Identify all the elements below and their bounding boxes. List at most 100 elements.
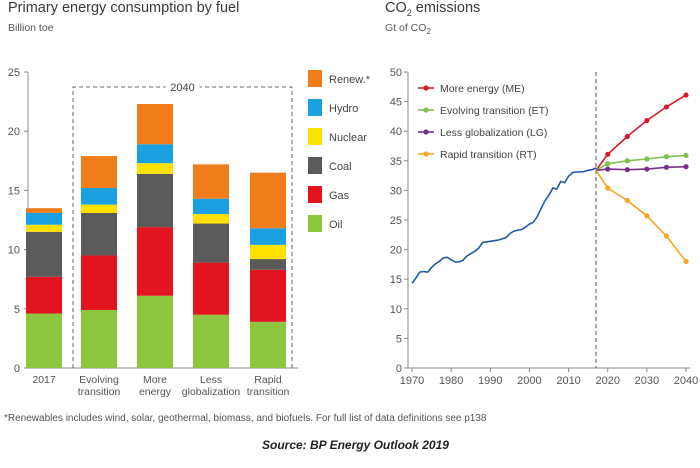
right-y-tick-label: 45 [390, 97, 402, 109]
bar-segment-renew [137, 103, 173, 145]
bracket-label-bg [165, 80, 200, 94]
right-y-tick-label: 10 [390, 304, 402, 316]
left-x-tick-label: Less [200, 374, 222, 386]
series-point-more-energy [624, 133, 630, 140]
right-x-tick-label: 2010 [556, 375, 580, 387]
left-x-tick-label: 2017 [32, 374, 56, 386]
co2-emissions-chart: 0 5 10 15 20 25 30 35 40 45 50 1970 1980 1990 2000 201… [390, 67, 698, 387]
bar-segment-nuclear [26, 224, 62, 232]
right-x-tick-label: 1970 [400, 375, 424, 387]
left-y-tick-label: 25 [8, 67, 20, 79]
right-x-tick-label: 2000 [517, 375, 541, 387]
left-chart-unit: Billion toe [8, 22, 54, 34]
bar-segment-nuclear [193, 214, 229, 224]
series-point-rapid-transition [624, 197, 630, 204]
left-y-tick-label: 5 [14, 304, 20, 316]
right-y-tick-label: 40 [390, 126, 402, 138]
series-point-rapid-transition [683, 258, 689, 265]
bar-segment-oil [26, 313, 62, 368]
right-title-subscript: 2 [406, 7, 412, 18]
bar-segment-hydro [250, 228, 286, 245]
right-chart-unit: Gt of CO2 [385, 22, 431, 36]
legend-label: Less globalization (LG) [440, 127, 547, 139]
right-x-tick-label: 2040 [674, 375, 698, 387]
series-point-more-energy [644, 117, 650, 124]
legend-label: More energy (ME) [440, 83, 525, 95]
bracket-label: 2040 [170, 82, 194, 94]
bar-segment-coal [250, 259, 286, 270]
bar-segment-gas [193, 262, 229, 315]
bar-segment-renew [250, 172, 286, 229]
right-x-tick-label: 2020 [595, 375, 619, 387]
bar-segment-gas [250, 269, 286, 322]
legend-swatch [308, 186, 322, 203]
bar-segment-oil [250, 321, 286, 368]
right-title-co: CO [385, 0, 407, 16]
legend-swatch [308, 99, 322, 116]
left-y-tick-label: 10 [8, 245, 20, 257]
bar-segment-oil [81, 309, 117, 368]
left-y-tick-label: 15 [8, 185, 20, 197]
bar-segment-hydro [26, 212, 62, 225]
right-y-tick-label: 0 [396, 363, 402, 375]
left-x-tick-label: transition [78, 386, 121, 398]
bar-segment-nuclear [137, 163, 173, 174]
legend-label: Hydro [329, 103, 358, 115]
series-line-historical [411, 167, 597, 284]
series-point-less-globalization [605, 166, 611, 172]
legend-label: Oil [329, 219, 342, 231]
right-unit-main: Gt of CO [385, 22, 427, 34]
bar-segment-hydro [81, 188, 117, 205]
left-x-tick-label: Rapid [254, 374, 282, 386]
series-point-less-globalization [624, 167, 630, 173]
bracket-dashed-frame [72, 86, 293, 368]
right-y-tick-label: 35 [390, 156, 402, 168]
source-credit: Source: BP Energy Outlook 2019 [262, 438, 449, 452]
series-point-evolving-transition [644, 156, 650, 162]
legend-label: Renew.* [329, 74, 371, 86]
series-point-less-globalization [663, 164, 670, 170]
bar-segment-coal [81, 212, 117, 256]
left-x-tick-label: transition [247, 386, 290, 398]
legend-swatch [308, 128, 322, 145]
series-point-rapid-transition [644, 213, 650, 219]
right-x-axis: 1970 1980 1990 2000 2010 2020 2030 2040 [400, 367, 698, 387]
right-y-tick-label: 20 [390, 245, 402, 257]
right-y-tick-label: 30 [390, 185, 402, 197]
bar-segment-renew [81, 156, 117, 189]
series-point-evolving-transition [683, 152, 689, 159]
bar-segment-gas [137, 227, 173, 296]
left-y-tick-label: 20 [8, 126, 20, 138]
series-line-more-energy [595, 94, 687, 171]
series-point-more-energy [683, 92, 689, 98]
legend-marker [423, 85, 429, 91]
left-x-tick-label: energy [139, 386, 172, 398]
legend-label: Evolving transition (ET) [440, 105, 549, 117]
bar-segment-renew [26, 208, 62, 213]
right-y-tick-label: 15 [390, 274, 402, 286]
series-point-more-energy [663, 104, 670, 110]
legend-label: Coal [329, 161, 352, 173]
right-y-tick-label: 25 [390, 215, 402, 227]
right-x-tick-label: 1990 [478, 375, 502, 387]
right-x-tick-label: 2030 [635, 375, 659, 387]
left-y-tick-label: 0 [14, 363, 20, 375]
series-point-less-globalization [683, 164, 689, 170]
right-title-rest: emissions [411, 0, 481, 16]
bar-segment-coal [26, 231, 62, 277]
series-point-evolving-transition [663, 154, 670, 160]
legend-marker [423, 129, 429, 135]
bar-segment-renew [193, 164, 229, 199]
bar-segment-oil [193, 314, 229, 368]
series-point-rapid-transition [605, 185, 611, 191]
legend-swatch [308, 157, 322, 174]
bar-segment-oil [137, 295, 173, 368]
series-line-rapid-transition [595, 169, 687, 262]
series-point-evolving-transition [605, 161, 611, 167]
legend-swatch [308, 70, 322, 87]
legend-label: Nuclear [329, 132, 367, 144]
left-legend: Renew.* Hydro Nuclear Coal Gas Oil [308, 70, 371, 232]
legend-label: Gas [329, 190, 350, 202]
legend-swatch [308, 215, 322, 232]
bar-segment-coal [193, 223, 229, 263]
